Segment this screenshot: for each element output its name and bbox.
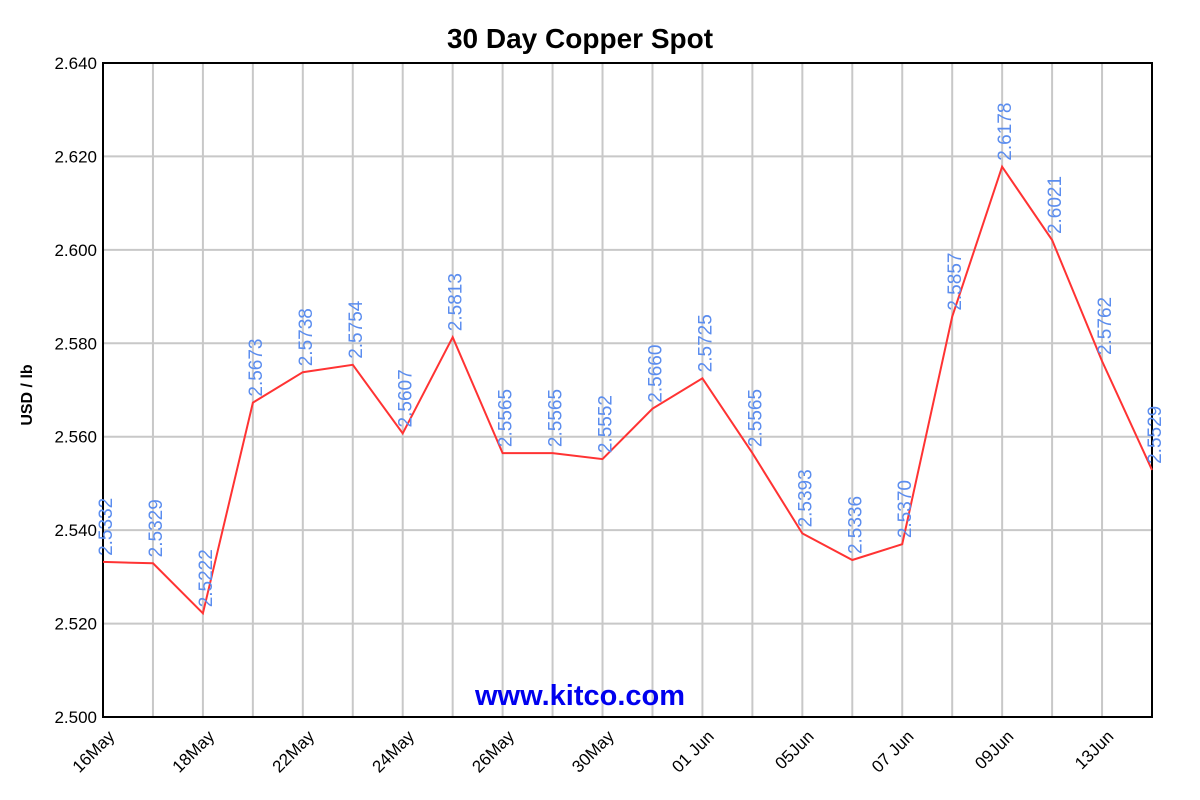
data-label: 2.5393 xyxy=(795,469,816,527)
x-tick-label: 07 Jun xyxy=(868,727,918,777)
y-tick-label: 2.620 xyxy=(54,147,97,166)
plot-area xyxy=(102,62,1153,718)
data-label: 2.5565 xyxy=(745,389,766,447)
data-label: 2.5222 xyxy=(196,549,217,607)
data-label: 2.6021 xyxy=(1045,176,1066,234)
x-axis-ticks: 16May 18May 22May 24May 26May 30May 01 Jun 05Ju… xyxy=(69,727,1118,777)
data-label: 2.5660 xyxy=(645,345,666,403)
y-tick-label: 2.540 xyxy=(54,521,97,540)
data-label: 2.5565 xyxy=(496,389,517,447)
data-label: 2.5813 xyxy=(446,273,467,331)
y-tick-label: 2.640 xyxy=(54,54,97,73)
data-label: 2.5725 xyxy=(695,314,716,372)
grid xyxy=(102,62,1153,718)
x-tick-label: 22May xyxy=(269,727,319,777)
data-label: 2.5738 xyxy=(296,308,317,366)
y-tick-label: 2.560 xyxy=(54,428,97,447)
x-tick-label: 18May xyxy=(169,727,219,777)
data-label: 2.5552 xyxy=(596,395,617,453)
x-tick-label: 26May xyxy=(468,727,518,777)
y-tick-label: 2.500 xyxy=(54,708,97,727)
data-label: 2.5754 xyxy=(346,300,367,359)
y-tick-label: 2.520 xyxy=(54,615,97,634)
x-tick-label: 13Jun xyxy=(1071,727,1117,773)
data-label: 2.5607 xyxy=(396,369,417,427)
data-label: 2.5332 xyxy=(96,498,117,556)
y-axis-label: USD / lb xyxy=(19,364,36,426)
x-tick-label: 05Jun xyxy=(771,727,817,773)
x-tick-label: 16May xyxy=(69,727,119,777)
x-tick-label: 24May xyxy=(369,727,419,777)
data-label: 2.6178 xyxy=(995,103,1016,161)
watermark-text: www.kitco.com xyxy=(474,680,685,712)
data-label: 2.5565 xyxy=(546,389,567,447)
chart-title: 30 Day Copper Spot xyxy=(447,23,713,54)
series-line-copper xyxy=(102,164,1153,616)
data-label: 2.5762 xyxy=(1095,297,1116,355)
y-tick-label: 2.600 xyxy=(54,241,97,260)
x-tick-label: 09Jun xyxy=(971,727,1017,773)
data-label: 2.5857 xyxy=(945,253,966,311)
data-label: 2.5336 xyxy=(845,496,866,554)
x-tick-label: 30May xyxy=(568,727,618,777)
data-label: 2.5370 xyxy=(895,480,916,538)
data-label: 2.5673 xyxy=(246,338,267,396)
data-label: 2.5329 xyxy=(146,499,167,557)
y-tick-label: 2.580 xyxy=(54,334,97,353)
data-label: 2.5529 xyxy=(1145,406,1166,464)
data-labels: 2.5332 2.5329 2.5222 2.5673 2.5738 2.5754 2.56… xyxy=(96,103,1166,608)
y-axis-ticks: 2.500 2.520 2.540 2.560 2.580 2.600 2.620 2.640 xyxy=(54,54,97,727)
x-tick-label: 01 Jun xyxy=(668,727,718,777)
